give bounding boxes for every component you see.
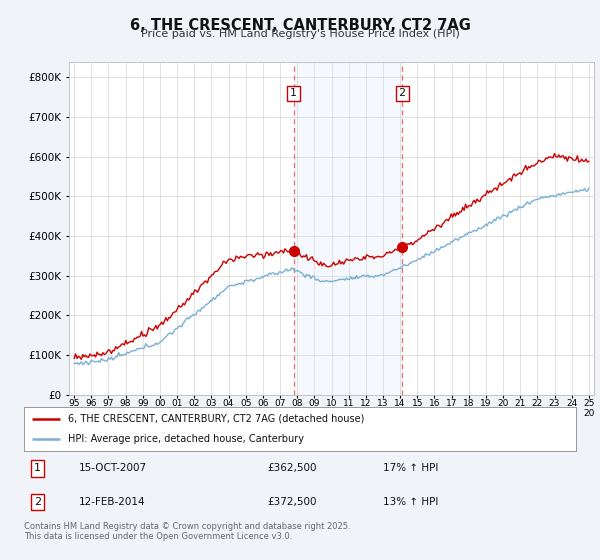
Text: £372,500: £372,500 [267,497,316,507]
Text: 13% ↑ HPI: 13% ↑ HPI [383,497,438,507]
Text: 17% ↑ HPI: 17% ↑ HPI [383,464,438,473]
Text: 2: 2 [398,88,406,99]
Text: 6, THE CRESCENT, CANTERBURY, CT2 7AG (detached house): 6, THE CRESCENT, CANTERBURY, CT2 7AG (de… [68,414,365,424]
Text: 12-FEB-2014: 12-FEB-2014 [79,497,146,507]
Text: 2: 2 [34,497,41,507]
Text: 15-OCT-2007: 15-OCT-2007 [79,464,148,473]
Bar [293,62,402,395]
Text: 1: 1 [290,88,297,99]
Text: Contains HM Land Registry data © Crown copyright and database right 2025.
This d: Contains HM Land Registry data © Crown c… [24,522,350,542]
Text: HPI: Average price, detached house, Canterbury: HPI: Average price, detached house, Cant… [68,434,304,444]
Text: 6, THE CRESCENT, CANTERBURY, CT2 7AG: 6, THE CRESCENT, CANTERBURY, CT2 7AG [130,18,470,33]
Text: Price paid vs. HM Land Registry's House Price Index (HPI): Price paid vs. HM Land Registry's House … [140,29,460,39]
Text: £362,500: £362,500 [267,464,316,473]
Text: 1: 1 [34,464,41,473]
